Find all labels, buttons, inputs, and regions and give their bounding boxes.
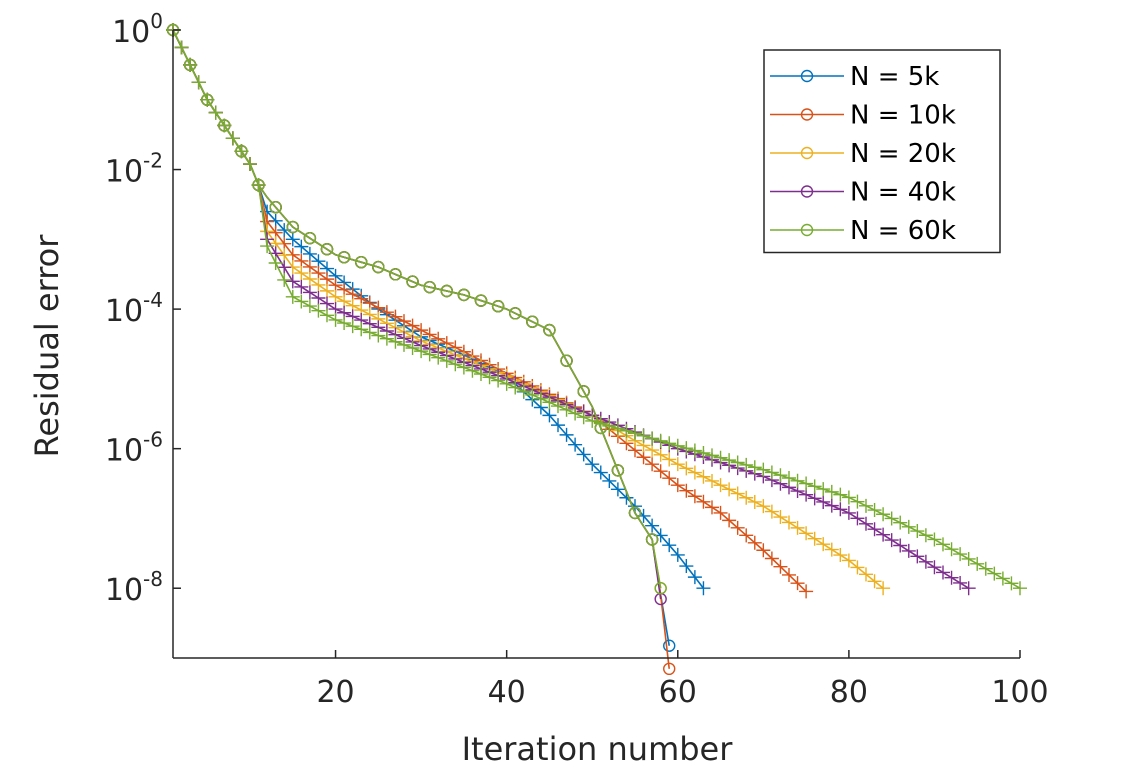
y-tick-label: 10-6 — [105, 428, 163, 469]
data-point-plus — [679, 559, 693, 573]
data-point-plus — [303, 272, 317, 286]
data-point-plus — [406, 341, 420, 355]
data-point-plus — [833, 488, 847, 502]
series-line-circle — [173, 30, 661, 599]
data-point-plus — [833, 502, 847, 516]
legend-label: N = 5k — [850, 62, 939, 92]
data-point-plus — [311, 278, 325, 292]
data-point-plus — [226, 131, 240, 145]
data-point-plus — [252, 178, 266, 192]
legend: N = 5k N = 10k N = 20k N = 40k N = 60k — [764, 50, 1000, 253]
data-point-plus — [217, 118, 231, 132]
data-point-plus — [808, 491, 822, 505]
y-tick-label: 10-8 — [105, 567, 163, 608]
data-point-plus — [175, 40, 189, 54]
data-point-plus — [192, 75, 206, 89]
data-point-plus — [825, 485, 839, 499]
x-ticks: 20 40 60 80 100 — [316, 650, 1048, 710]
data-point-plus — [234, 144, 248, 158]
data-point-plus — [816, 495, 830, 509]
data-point-plus — [200, 93, 214, 107]
legend-label: N = 60k — [850, 216, 956, 246]
data-point-plus — [808, 479, 822, 493]
data-point-plus — [816, 482, 830, 496]
series-line-circle — [173, 30, 661, 588]
y-tick-label: 10-4 — [105, 288, 163, 329]
data-point-plus — [337, 316, 351, 330]
data-point-plus — [260, 239, 274, 253]
x-tick-label: 80 — [830, 675, 868, 710]
y-tick-label: 100 — [112, 9, 163, 50]
x-tick-label: 20 — [316, 675, 354, 710]
series-2 — [166, 23, 813, 674]
data-point-plus — [243, 157, 257, 171]
series-line-circle — [173, 30, 661, 588]
data-point-plus — [294, 266, 308, 280]
data-point-plus — [825, 499, 839, 513]
data-point-plus — [782, 471, 796, 485]
data-point-plus — [645, 431, 659, 445]
data-point-plus — [320, 284, 334, 298]
x-tick-label: 60 — [659, 675, 697, 710]
x-tick-label: 100 — [991, 675, 1048, 710]
data-point-plus — [346, 319, 360, 333]
data-point-plus — [791, 474, 805, 488]
data-point-plus — [294, 254, 308, 268]
x-axis-label: Iteration number — [462, 730, 734, 768]
legend-label: N = 10k — [850, 101, 956, 131]
data-point-plus — [688, 570, 702, 584]
data-point-plus — [209, 106, 223, 120]
data-point-plus — [696, 581, 710, 595]
legend-label: N = 40k — [850, 178, 956, 208]
series-line-plus — [173, 30, 703, 588]
legend-label: N = 20k — [850, 139, 956, 169]
data-point-plus — [183, 58, 197, 72]
y-axis-label: Residual error — [28, 234, 66, 458]
data-point-plus — [799, 477, 813, 491]
data-point-plus — [303, 260, 317, 274]
y-ticks: 100 10-2 10-4 10-6 10-8 — [105, 9, 181, 608]
y-tick-label: 10-2 — [105, 149, 163, 190]
x-tick-label: 40 — [488, 675, 526, 710]
